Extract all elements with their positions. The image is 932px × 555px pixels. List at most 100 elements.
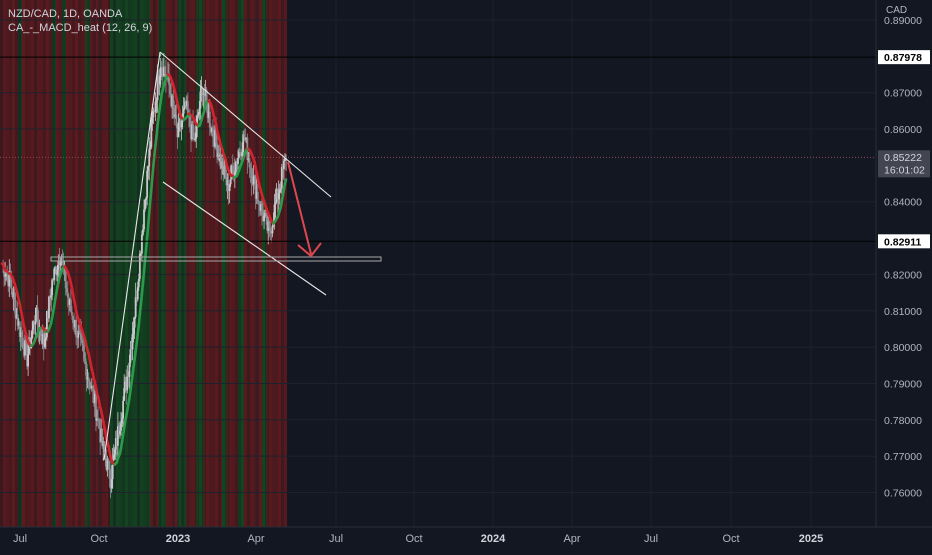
candle-body: [14, 292, 16, 300]
candle-body: [114, 449, 116, 455]
time-tick-label: Oct: [722, 533, 739, 545]
candle-body: [130, 349, 132, 363]
ma-segment: [155, 136, 156, 145]
time-tick-label: 2025: [799, 533, 823, 545]
candle-body: [169, 85, 171, 94]
candle-body: [35, 322, 37, 325]
heat-stripe: [46, 0, 49, 527]
candle-body: [56, 270, 58, 276]
time-tick-label: Jul: [644, 533, 658, 545]
candle-body: [60, 262, 62, 265]
candle-body: [254, 175, 256, 176]
heat-stripe: [28, 0, 31, 527]
heat-stripe: [186, 0, 189, 527]
candle-body: [135, 297, 137, 317]
heat-stripe: [52, 0, 55, 527]
candle-body: [152, 111, 154, 117]
candle-body: [194, 139, 196, 141]
level-price-label: 0.82911: [884, 236, 922, 248]
heat-stripe: [146, 0, 149, 527]
price-tick-label: 0.79000: [884, 378, 922, 390]
level-price-label: 0.87978: [884, 52, 922, 64]
heat-stripe: [206, 0, 209, 527]
heat-stripe: [284, 0, 287, 527]
time-tick-label: 2024: [481, 533, 506, 545]
price-tick-label: 0.81000: [884, 306, 922, 318]
ma-segment: [285, 180, 286, 184]
price-axis[interactable]: 0.890000.870000.860000.840000.820000.810…: [876, 0, 932, 550]
heat-stripe: [215, 0, 218, 527]
heat-stripe: [212, 0, 215, 527]
candle-body: [187, 101, 189, 113]
candle-body: [145, 198, 147, 200]
heat-stripe: [229, 0, 232, 527]
indicator-title[interactable]: CA_-_MACD_heat (12, 26, 9): [8, 21, 152, 35]
ma-segment: [147, 226, 148, 238]
heat-stripe: [93, 0, 96, 527]
heat-stripe: [43, 0, 46, 527]
candle-body: [44, 339, 46, 347]
candle-body: [198, 108, 200, 114]
candle-body: [230, 179, 232, 184]
ma-segment: [140, 304, 141, 314]
price-tick-label: 0.76000: [884, 488, 922, 500]
candle-body: [178, 122, 180, 137]
time-tick-label: Oct: [90, 533, 107, 545]
heat-stripe: [247, 0, 250, 527]
price-tick-label: 0.82000: [884, 269, 922, 281]
candle-body: [160, 67, 162, 77]
ma-segment: [137, 334, 138, 343]
price-tick-label: 0.80000: [884, 342, 922, 354]
price-tick-label: 0.87000: [884, 88, 922, 100]
candle-body: [79, 333, 81, 335]
heat-stripe: [122, 0, 125, 527]
heat-stripe: [90, 0, 93, 527]
candle-body: [27, 354, 29, 367]
heat-stripe: [85, 0, 88, 527]
current-price-label: 0.85222: [884, 152, 922, 164]
candle-body: [108, 459, 110, 461]
heat-stripe: [266, 0, 269, 527]
heat-stripe: [40, 0, 43, 527]
candle-body: [71, 312, 73, 316]
candle-body: [53, 269, 55, 280]
candle-body: [84, 352, 86, 358]
heat-stripe: [22, 0, 25, 527]
candle-body: [272, 226, 274, 234]
candle-body: [280, 188, 282, 189]
candle-body: [142, 229, 144, 234]
heat-stripe: [12, 0, 15, 527]
heat-stripe: [275, 0, 278, 527]
candle-body: [126, 376, 128, 390]
candle-body: [199, 92, 201, 109]
down-arrow-shaft: [288, 162, 311, 254]
heat-stripe: [226, 0, 229, 527]
candle-body: [51, 279, 53, 295]
candle-body: [109, 461, 111, 479]
heat-stripe: [125, 0, 128, 527]
candle-body: [268, 222, 270, 228]
candle-body: [83, 345, 85, 352]
price-tick-label: 0.78000: [884, 415, 922, 427]
candle-body: [156, 100, 158, 102]
ma-segment: [138, 325, 139, 334]
ma-segment: [139, 314, 140, 325]
candle-body: [197, 114, 199, 115]
ma-segment: [152, 166, 153, 177]
candle-body: [164, 67, 166, 74]
candle-body: [123, 388, 125, 401]
ma-segment: [151, 177, 152, 189]
heat-stripe: [203, 0, 206, 527]
candle-body: [151, 117, 153, 123]
symbol-title[interactable]: NZD/CAD, 1D, OANDA: [8, 7, 152, 21]
candle-body: [237, 158, 239, 164]
heat-stripe: [153, 0, 156, 527]
candle-body: [263, 216, 265, 222]
candle-body: [175, 115, 177, 126]
candle-body: [113, 455, 115, 461]
candle-body: [278, 193, 280, 199]
candle-body: [150, 123, 152, 147]
